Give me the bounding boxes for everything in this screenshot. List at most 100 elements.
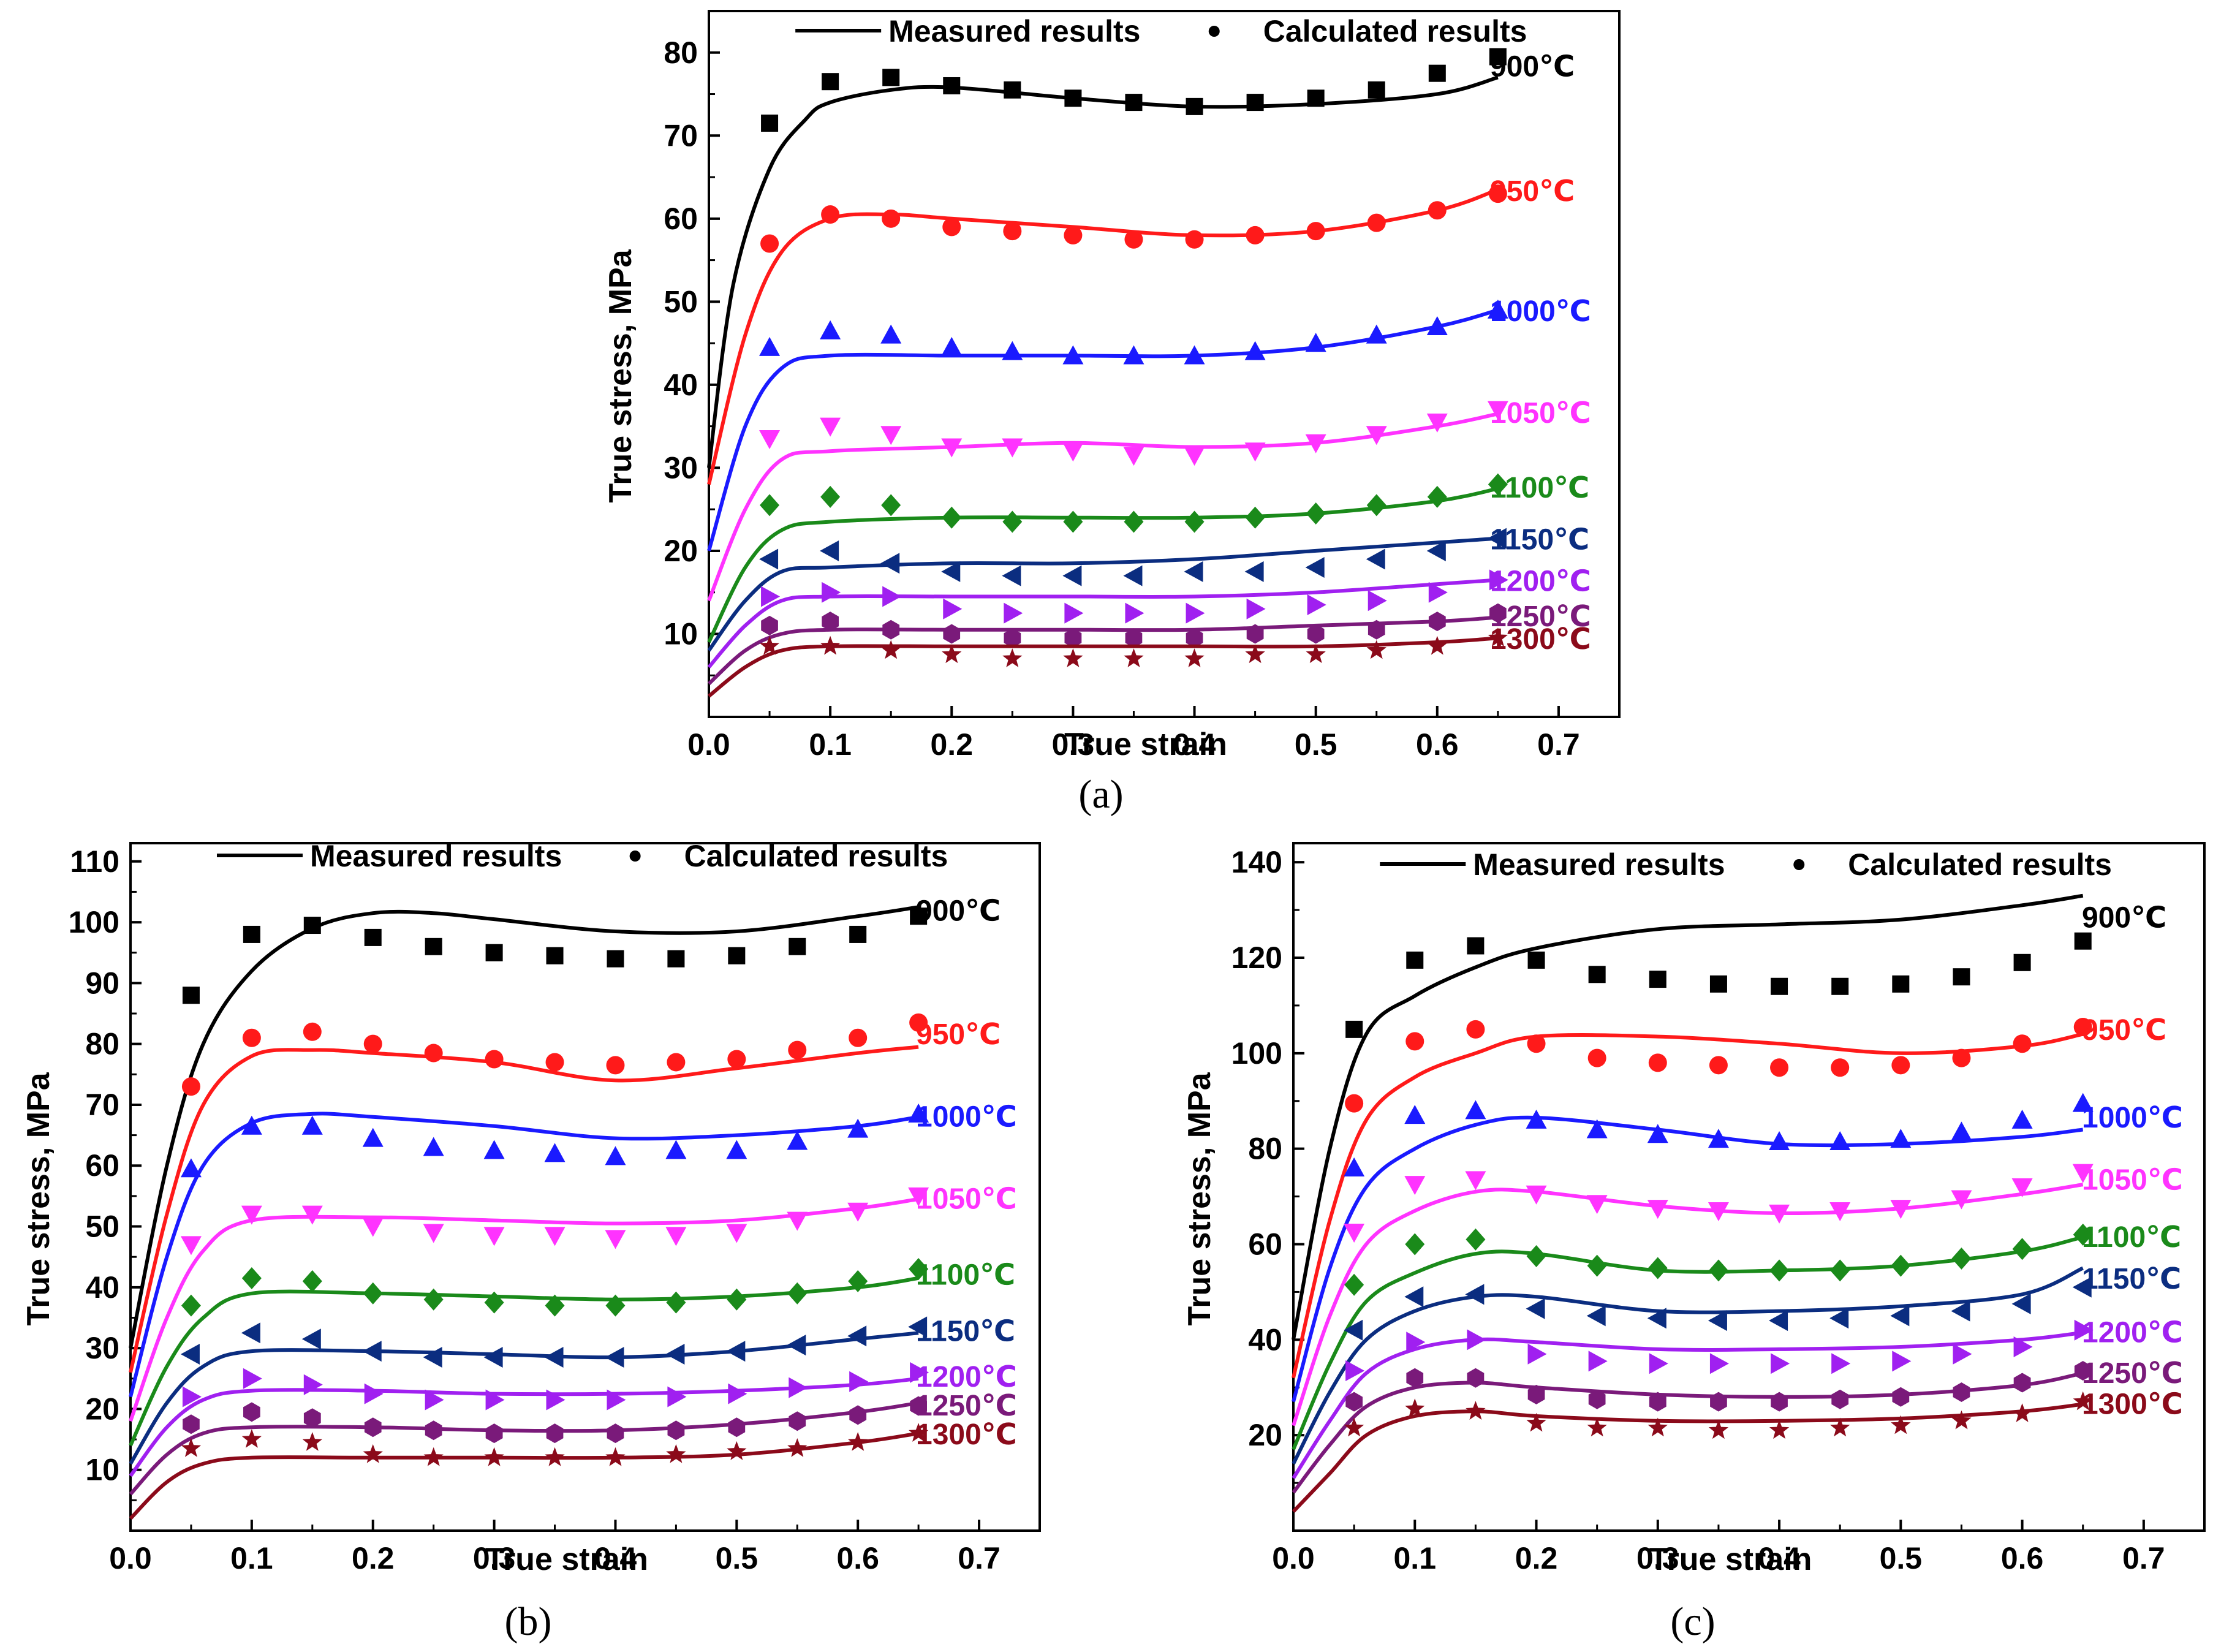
calculated-point-5-10 [1366,548,1385,570]
y-tick-label: 60 [1248,1227,1282,1262]
x-tick-label: 0.6 [2001,1541,2044,1575]
calculated-point-5-2 [301,1328,321,1350]
x-tick-label: 0.1 [809,727,852,762]
calculated-point-6-2 [303,1374,323,1395]
temperature-label-8: 1300℃ [2082,1389,2183,1421]
calculated-point-7-6 [546,1423,564,1444]
calculated-point-3-9 [726,1224,747,1243]
calculated-point-5-12 [1487,528,1507,549]
calculated-point-4-3 [363,1282,383,1305]
calculated-point-7-10 [1368,620,1385,640]
calculated-point-0-9 [1307,89,1325,107]
calculated-point-1-9 [727,1050,746,1069]
calculated-point-0-12 [2074,932,2092,950]
calculated-point-0-10 [1368,81,1385,99]
calculated-point-0-8 [1831,977,1849,995]
calculated-point-4-9 [727,1288,747,1311]
calculated-point-2-12 [908,1103,929,1123]
caption-b: (b) [505,1599,552,1644]
measured-line-6 [129,1376,919,1477]
calculated-point-7-2 [882,620,900,640]
calculated-point-5-8 [1244,561,1264,582]
calculated-point-6-8 [1246,598,1266,620]
calculated-point-5-2 [880,553,900,574]
calculated-point-3-6 [544,1227,566,1246]
calculated-point-4-7 [1769,1259,1790,1282]
x-tick-label: 0.5 [1880,1541,1923,1575]
calculated-point-4-0 [181,1294,201,1317]
calculated-point-3-1 [1404,1176,1426,1195]
legend-calculated-label: Calculated results [684,839,948,873]
calculated-point-0-11 [1428,64,1446,82]
calculated-point-8-1 [1405,1398,1425,1418]
calculated-point-1-0 [1345,1094,1364,1113]
calculated-point-4-6 [1124,510,1144,533]
calculated-point-3-10 [787,1211,808,1231]
y-tick-label: 20 [85,1392,119,1426]
x-tick-label: 0.2 [352,1541,395,1575]
calculated-point-1-6 [1124,230,1143,249]
calculated-point-7-7 [607,1423,624,1444]
calculated-point-8-3 [1526,1412,1546,1432]
calculated-point-6-3 [364,1383,384,1404]
calculated-point-8-2 [881,640,901,659]
calculated-point-2-8 [665,1140,687,1159]
calculated-point-7-0 [761,615,778,635]
calculated-point-8-10 [1951,1410,1972,1430]
x-tick-label: 0.2 [1515,1541,1558,1575]
calculated-point-3-1 [820,417,841,437]
calculated-point-4-11 [1427,485,1447,508]
calculated-point-0-10 [789,938,806,955]
calculated-point-3-4 [423,1224,444,1243]
calculated-point-8-4 [423,1447,444,1466]
calculated-point-3-4 [1586,1195,1608,1214]
calculated-point-8-10 [1366,640,1386,659]
calculated-point-7-8 [667,1420,685,1441]
calculated-point-8-3 [942,644,962,664]
calculated-point-4-5 [1063,510,1083,533]
calculated-point-4-6 [1708,1259,1728,1282]
calculated-point-8-12 [1488,627,1508,646]
calculated-point-0-8 [667,950,685,968]
calculated-point-0-0 [761,114,779,132]
calculated-point-6-12 [1489,569,1508,591]
calculated-point-2-5 [1062,345,1084,365]
calculated-point-6-1 [822,582,841,603]
calculated-point-3-6 [1708,1202,1729,1221]
measured-line-3 [129,1197,919,1422]
temperature-label-3: 1050℃ [1490,397,1591,430]
calculated-point-1-5 [1648,1053,1667,1072]
calculated-point-8-2 [1466,1401,1486,1420]
calculated-point-0-12 [1489,48,1507,66]
calculated-point-6-4 [425,1389,444,1411]
calculated-point-4-3 [1526,1245,1546,1267]
calculated-point-0-5 [1649,971,1666,988]
calculated-point-1-3 [942,218,961,237]
calculated-point-5-6 [1708,1310,1727,1332]
x-tick-label: 0.5 [716,1541,758,1575]
calculated-point-3-5 [1647,1200,1668,1219]
calculated-point-7-7 [1771,1392,1788,1412]
calculated-point-4-6 [545,1294,565,1317]
y-tick-label: 60 [85,1148,119,1183]
calculated-point-2-2 [880,324,902,344]
calculated-point-8-12 [909,1423,929,1442]
calculated-point-7-11 [849,1405,867,1425]
calculated-point-1-10 [788,1040,807,1059]
calculated-point-5-12 [2072,1276,2092,1298]
calculated-point-3-12 [908,1187,929,1207]
calculated-point-8-12 [2073,1391,2093,1411]
calculated-point-7-12 [1489,603,1507,623]
calculated-point-5-9 [1890,1305,1910,1327]
calculated-point-6-6 [1709,1353,1729,1374]
measured-line-2 [129,1112,919,1398]
calculated-point-8-1 [241,1429,262,1448]
calculated-point-4-8 [1245,506,1265,529]
calculated-point-5-6 [1123,565,1143,586]
calculated-point-5-8 [665,1344,685,1365]
calculated-point-7-10 [789,1411,806,1431]
calculated-point-7-8 [1246,624,1264,644]
temperature-label-7: 1250℃ [916,1390,1017,1422]
calculated-point-8-7 [1184,648,1205,667]
